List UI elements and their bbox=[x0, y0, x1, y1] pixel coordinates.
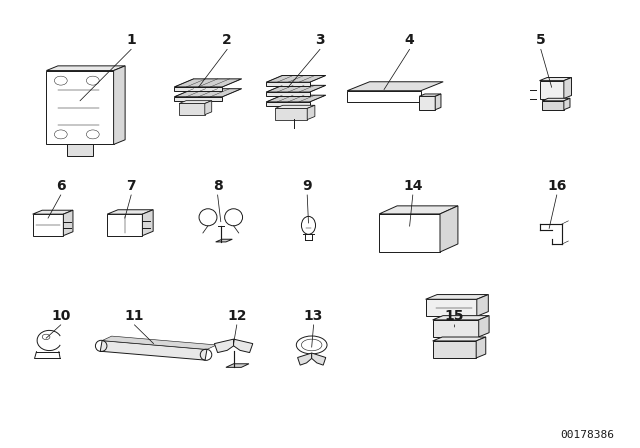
Polygon shape bbox=[275, 108, 307, 120]
Polygon shape bbox=[477, 295, 488, 316]
Polygon shape bbox=[433, 316, 489, 320]
Polygon shape bbox=[205, 101, 212, 115]
Polygon shape bbox=[275, 105, 315, 108]
Polygon shape bbox=[476, 337, 486, 358]
Polygon shape bbox=[33, 210, 73, 214]
Polygon shape bbox=[174, 87, 223, 91]
Polygon shape bbox=[433, 320, 479, 337]
Polygon shape bbox=[380, 206, 458, 214]
Polygon shape bbox=[47, 66, 125, 70]
Polygon shape bbox=[479, 316, 489, 337]
Polygon shape bbox=[100, 340, 207, 360]
Polygon shape bbox=[266, 92, 310, 96]
Polygon shape bbox=[542, 101, 564, 110]
Polygon shape bbox=[380, 214, 440, 252]
Polygon shape bbox=[47, 70, 114, 144]
Polygon shape bbox=[419, 94, 441, 96]
Text: 9: 9 bbox=[302, 179, 312, 193]
Polygon shape bbox=[179, 101, 212, 103]
Polygon shape bbox=[214, 339, 234, 353]
Polygon shape bbox=[266, 95, 326, 102]
Text: 7: 7 bbox=[126, 179, 136, 193]
Polygon shape bbox=[564, 98, 570, 110]
Polygon shape bbox=[435, 94, 441, 110]
Text: 5: 5 bbox=[536, 33, 546, 47]
Polygon shape bbox=[63, 210, 73, 236]
Polygon shape bbox=[114, 66, 125, 144]
Text: 11: 11 bbox=[125, 309, 144, 323]
Text: 10: 10 bbox=[51, 309, 70, 323]
Polygon shape bbox=[174, 79, 241, 87]
Polygon shape bbox=[419, 96, 435, 110]
Text: 4: 4 bbox=[404, 33, 415, 47]
Polygon shape bbox=[102, 336, 216, 349]
Polygon shape bbox=[347, 82, 443, 90]
Text: 12: 12 bbox=[227, 309, 246, 323]
Polygon shape bbox=[226, 364, 249, 367]
Polygon shape bbox=[564, 78, 572, 99]
Text: 2: 2 bbox=[222, 33, 232, 47]
Text: 8: 8 bbox=[212, 179, 223, 193]
Polygon shape bbox=[33, 214, 63, 236]
Polygon shape bbox=[266, 102, 310, 106]
Polygon shape bbox=[234, 339, 253, 353]
Polygon shape bbox=[426, 295, 488, 299]
FancyBboxPatch shape bbox=[67, 144, 93, 155]
Polygon shape bbox=[108, 214, 143, 236]
Text: 14: 14 bbox=[403, 179, 422, 193]
Polygon shape bbox=[433, 341, 476, 358]
Text: 6: 6 bbox=[56, 179, 66, 193]
Text: 16: 16 bbox=[547, 179, 566, 193]
Polygon shape bbox=[143, 210, 153, 236]
Polygon shape bbox=[174, 89, 241, 97]
Polygon shape bbox=[307, 105, 315, 120]
Polygon shape bbox=[266, 85, 326, 92]
Text: 15: 15 bbox=[445, 309, 464, 323]
Polygon shape bbox=[179, 103, 205, 115]
Polygon shape bbox=[540, 81, 564, 99]
Polygon shape bbox=[298, 353, 312, 365]
Polygon shape bbox=[440, 206, 458, 252]
Polygon shape bbox=[540, 78, 572, 81]
Text: 3: 3 bbox=[315, 33, 325, 47]
Polygon shape bbox=[542, 98, 570, 101]
Text: 00178386: 00178386 bbox=[561, 430, 614, 440]
Polygon shape bbox=[108, 210, 153, 214]
Text: 1: 1 bbox=[126, 33, 136, 47]
Polygon shape bbox=[174, 97, 223, 101]
Polygon shape bbox=[266, 82, 310, 86]
Text: 13: 13 bbox=[304, 309, 323, 323]
Polygon shape bbox=[266, 75, 326, 82]
Polygon shape bbox=[347, 90, 421, 102]
Polygon shape bbox=[433, 337, 486, 341]
Polygon shape bbox=[312, 353, 326, 365]
Polygon shape bbox=[426, 299, 477, 316]
Polygon shape bbox=[216, 239, 232, 242]
